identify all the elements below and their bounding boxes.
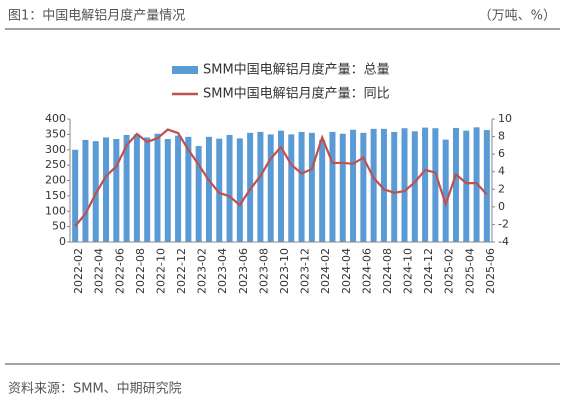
x-tick-label: 2023-02	[196, 248, 209, 294]
bar	[226, 134, 233, 242]
x-tick-label: 2025-02	[443, 248, 456, 294]
x-tick-label: 2023-12	[299, 248, 312, 294]
x-tick-label: 2024-08	[381, 248, 394, 294]
y-tick-label: 250	[45, 158, 66, 171]
x-tick-label: 2022-08	[134, 248, 147, 294]
bar	[483, 130, 490, 242]
y2-tick-label: 6	[498, 147, 505, 160]
y-tick-label: 200	[45, 174, 66, 187]
y2-tick-label: 8	[498, 130, 505, 143]
bar	[205, 136, 212, 242]
x-tick-label: 2023-04	[216, 248, 229, 294]
bar	[391, 131, 398, 242]
bar	[329, 131, 336, 242]
x-tick-label: 2023-10	[278, 248, 291, 294]
x-tick-label: 2024-02	[319, 248, 332, 294]
bar	[103, 137, 110, 242]
bar	[319, 139, 326, 242]
line	[74, 128, 488, 227]
bar	[442, 139, 449, 242]
bar	[411, 131, 418, 242]
bar	[452, 127, 459, 242]
bar	[380, 128, 387, 242]
bar	[82, 139, 89, 242]
x-tick-label: 2025-04	[463, 248, 476, 294]
bar	[216, 138, 223, 242]
y2-tick-label: 4	[498, 165, 505, 178]
x-tick-label: 2023-08	[257, 248, 270, 294]
bar	[267, 134, 274, 242]
x-tick-label: 2022-06	[113, 248, 126, 294]
bar	[144, 137, 151, 242]
bar	[278, 130, 284, 242]
y2-tick-label: 10	[498, 112, 512, 125]
bar	[72, 149, 79, 242]
bar	[175, 135, 182, 242]
bar	[247, 132, 254, 242]
y2-tick-label: 0	[498, 200, 505, 213]
bar	[422, 127, 429, 242]
bar	[195, 146, 202, 242]
x-tick-label: 2024-06	[360, 248, 373, 294]
legend-swatch	[172, 66, 198, 74]
bar	[185, 136, 192, 242]
x-tick-label: 2024-12	[422, 248, 435, 294]
x-tick-label: 2024-04	[340, 248, 353, 294]
bar	[370, 128, 377, 242]
y-tick-label: 150	[45, 189, 66, 202]
x-tick-label: 2023-06	[237, 248, 250, 294]
x-tick-label: 2024-10	[402, 248, 415, 294]
bar	[360, 132, 367, 242]
x-tick-label: 2022-10	[154, 248, 167, 294]
y-tick-label: 100	[45, 204, 66, 217]
bar	[463, 130, 470, 242]
source: 资料来源：SMM、中期研究院	[8, 382, 182, 397]
y2-tick-label: 2	[498, 182, 505, 195]
x-tick-label: 2022-12	[175, 248, 188, 294]
legend-label: SMM中国电解铝月度产量：同比	[203, 86, 390, 102]
y2-tick-label: -4	[498, 235, 509, 248]
x-tick-label: 2022-02	[72, 248, 85, 294]
y2-tick-label: -2	[498, 217, 509, 230]
bar	[236, 138, 243, 242]
y-tick-label: 50	[52, 220, 66, 233]
y-tick-label: 350	[45, 127, 66, 140]
x-tick-label: 2025-06	[484, 248, 497, 294]
bar	[308, 132, 315, 242]
x-tick-label: 2022-04	[93, 248, 106, 294]
bar	[401, 128, 408, 242]
y-tick-label: 300	[45, 143, 66, 156]
bar	[113, 138, 120, 242]
bar	[298, 131, 305, 242]
bar	[123, 134, 130, 242]
bar	[339, 133, 346, 242]
y-tick-label: 400	[45, 112, 66, 125]
bar	[154, 133, 161, 242]
unit-label: （万吨、%）	[479, 9, 556, 24]
bar	[288, 134, 295, 242]
legend-label: SMM中国电解铝月度产量：总量	[203, 62, 390, 78]
y-tick-label: 0	[59, 235, 66, 248]
bar	[257, 131, 264, 242]
bar	[164, 138, 171, 242]
chart-title: 图1：中国电解铝月度产量情况	[8, 8, 185, 24]
bar	[133, 134, 140, 242]
bar	[350, 129, 357, 242]
bar	[432, 128, 439, 242]
